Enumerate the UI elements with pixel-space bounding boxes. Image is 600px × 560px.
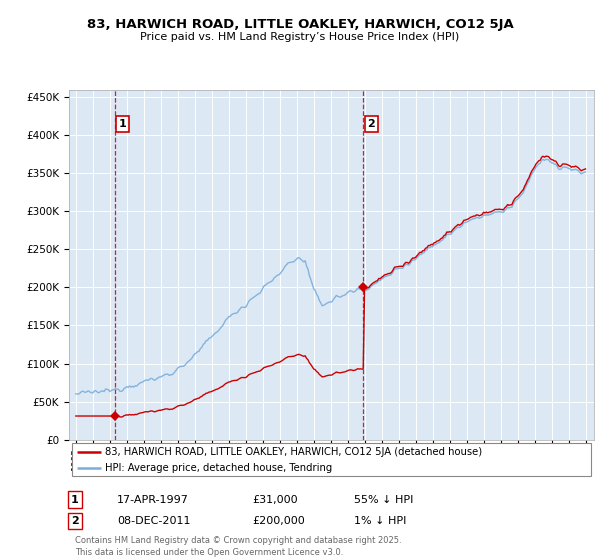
Text: 2: 2 [368,119,375,129]
Text: 08-DEC-2011: 08-DEC-2011 [117,516,191,526]
FancyBboxPatch shape [71,444,592,476]
Text: 2: 2 [71,516,79,526]
Text: 1% ↓ HPI: 1% ↓ HPI [354,516,406,526]
Text: 83, HARWICH ROAD, LITTLE OAKLEY, HARWICH, CO12 5JA: 83, HARWICH ROAD, LITTLE OAKLEY, HARWICH… [86,18,514,31]
Text: £200,000: £200,000 [252,516,305,526]
Text: £31,000: £31,000 [252,494,298,505]
Text: 55% ↓ HPI: 55% ↓ HPI [354,494,413,505]
Text: Price paid vs. HM Land Registry’s House Price Index (HPI): Price paid vs. HM Land Registry’s House … [140,32,460,43]
Text: 83, HARWICH ROAD, LITTLE OAKLEY, HARWICH, CO12 5JA (detached house): 83, HARWICH ROAD, LITTLE OAKLEY, HARWICH… [105,447,482,457]
Text: 1: 1 [119,119,127,129]
Text: 17-APR-1997: 17-APR-1997 [117,494,189,505]
Text: HPI: Average price, detached house, Tendring: HPI: Average price, detached house, Tend… [105,463,332,473]
Text: 1: 1 [71,494,79,505]
Text: Contains HM Land Registry data © Crown copyright and database right 2025.
This d: Contains HM Land Registry data © Crown c… [75,536,401,557]
